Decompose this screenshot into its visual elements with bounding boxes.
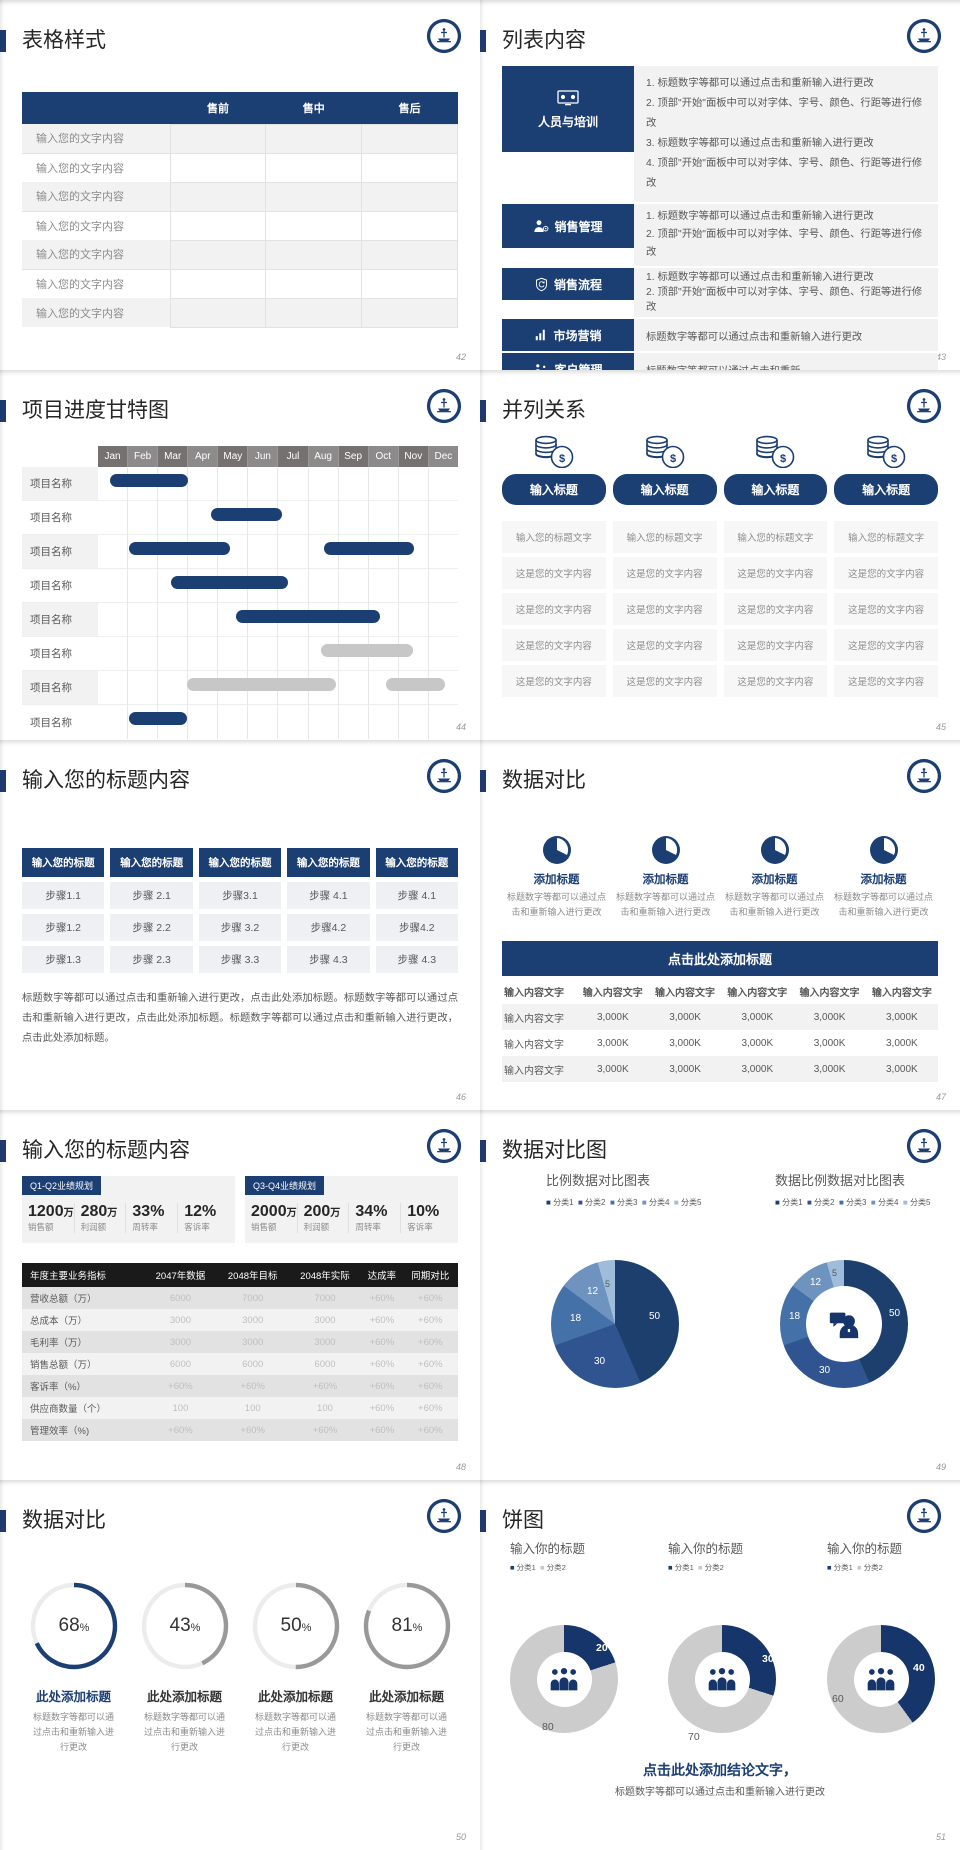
svg-text:$: $ xyxy=(670,453,676,465)
svg-text:68%: 68% xyxy=(58,1615,89,1636)
svg-text:$: $ xyxy=(559,453,565,465)
svg-text:50%: 50% xyxy=(280,1615,311,1636)
svg-text:81%: 81% xyxy=(391,1615,422,1636)
svg-text:$: $ xyxy=(891,453,897,465)
svg-text:$: $ xyxy=(780,453,786,465)
svg-text:43%: 43% xyxy=(169,1615,200,1636)
